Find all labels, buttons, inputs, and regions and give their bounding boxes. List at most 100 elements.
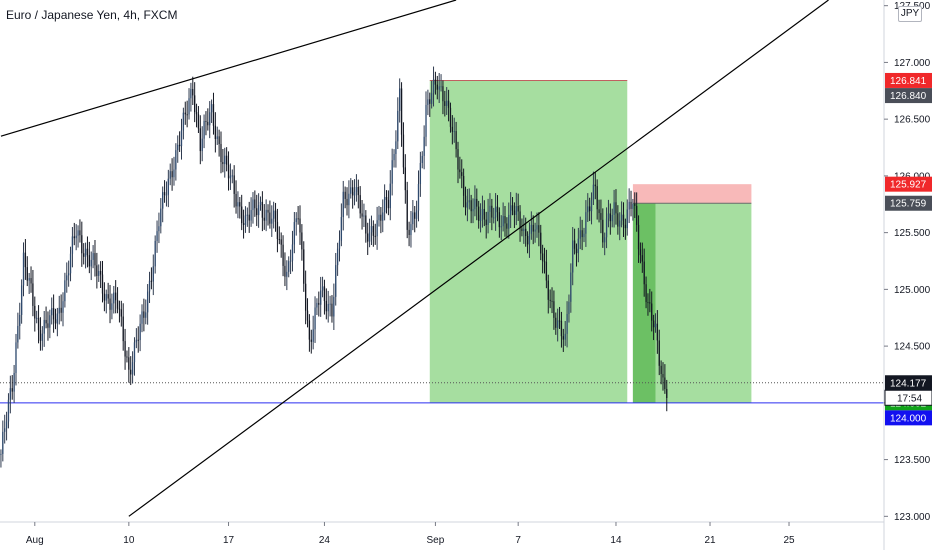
candle-body (609, 213, 611, 222)
candle-body (509, 205, 512, 215)
trendline-2 (128, 0, 829, 517)
candle-body (519, 211, 521, 229)
candle-body (432, 79, 435, 94)
candle-body (551, 300, 553, 302)
candle-body (28, 278, 30, 281)
candle-body (504, 216, 506, 224)
candle-body (284, 265, 286, 277)
candle-body (357, 187, 359, 196)
candle-body (54, 319, 57, 324)
candle-body (620, 214, 623, 221)
candle-body (103, 293, 106, 301)
candle-body (257, 205, 260, 216)
candle-body (229, 175, 232, 179)
candle-body (0, 453, 2, 455)
short-position-stop-zone (632, 184, 752, 204)
candle-body (605, 218, 608, 238)
candle-body (154, 240, 156, 267)
candle-body (235, 193, 237, 207)
candle-body (160, 208, 162, 227)
candle-body (184, 112, 186, 115)
time-axis-label: 24 (319, 535, 331, 546)
candle-body (167, 178, 169, 195)
candle-body (246, 214, 248, 216)
candle-body (641, 255, 643, 262)
price-label-text: 125.927 (890, 180, 927, 191)
candle-body (71, 236, 74, 254)
candle-body (395, 141, 397, 154)
candle-body (479, 215, 482, 221)
candle-body (96, 265, 98, 276)
candle-body (485, 219, 487, 225)
candle-body (314, 307, 316, 330)
candle-body (81, 235, 83, 254)
candle-body (487, 211, 489, 225)
candle-body (331, 303, 333, 317)
price-axis-label: 125.000 (894, 285, 931, 296)
candle-body (222, 162, 224, 165)
countdown-text: 17:54 (897, 393, 922, 404)
candle-body (263, 217, 265, 221)
candle-body (84, 248, 87, 257)
candle-body (286, 271, 288, 277)
long-position-profit-zone (429, 80, 628, 403)
candle-body (461, 172, 463, 176)
candle-body (306, 310, 309, 321)
candle-body (237, 202, 239, 207)
candle-body (250, 210, 252, 221)
candle-body (604, 237, 606, 243)
candle-body (316, 302, 318, 308)
candle-body (34, 305, 36, 319)
candle-body (525, 228, 527, 237)
candle-body (130, 369, 132, 375)
candle-body (573, 240, 576, 249)
candle-body (201, 138, 203, 152)
currency-badge[interactable]: JPY (898, 6, 922, 22)
candle-body (404, 167, 406, 191)
candle-body (368, 232, 371, 242)
candle-body (494, 206, 497, 218)
candle-body (636, 205, 638, 225)
candle-body (656, 323, 659, 341)
candle-body (523, 228, 525, 232)
candle-body (436, 84, 438, 90)
candle-body (553, 301, 555, 318)
candle-body (109, 298, 111, 310)
candle-body (218, 136, 220, 145)
candle-body (534, 229, 536, 232)
candle-body (256, 208, 258, 216)
candle-body (163, 192, 166, 195)
candle-body (259, 201, 262, 206)
candle-body (639, 249, 642, 256)
candle-body (45, 319, 47, 324)
candle-body (545, 261, 548, 281)
candle-body (227, 164, 230, 179)
candle-body (350, 187, 352, 194)
candle-body (190, 88, 192, 99)
candle-body (83, 253, 85, 257)
candle-body (382, 212, 384, 221)
candle-body (107, 294, 109, 299)
candle-body (77, 230, 79, 236)
candle-body (536, 225, 538, 230)
candle-body (370, 226, 373, 233)
candle-body (583, 233, 585, 238)
candle-body (410, 224, 412, 236)
candle-body (634, 203, 636, 206)
candle-body (615, 202, 617, 214)
candle-body (602, 219, 604, 243)
candle-body (430, 93, 433, 104)
candle-body (455, 131, 457, 150)
candle-body (137, 339, 139, 341)
time-axis-label: Sep (427, 535, 445, 546)
candle-body (472, 209, 474, 212)
candle-body (5, 421, 8, 429)
candle-body (321, 286, 324, 291)
candle-body (51, 308, 53, 316)
candle-body (186, 114, 188, 116)
price-label-box (885, 72, 932, 88)
candle-body (346, 198, 348, 206)
candle-body (607, 213, 610, 219)
candle-body (348, 193, 350, 206)
